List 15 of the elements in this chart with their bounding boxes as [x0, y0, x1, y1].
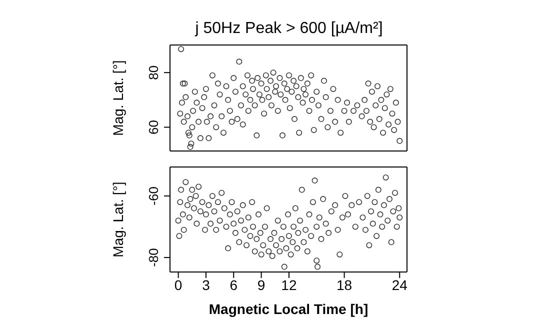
x-tick-label: 9 — [257, 276, 266, 293]
y-tick-label: 80 — [146, 65, 161, 80]
x-tick-label: 18 — [336, 276, 352, 293]
x-tick-label: 6 — [230, 276, 238, 293]
x-tick-label: 0 — [174, 276, 182, 293]
y-axis-title: Mag. Lat. [°] — [110, 60, 126, 136]
y-tick-label: -80 — [146, 248, 161, 267]
x-axis-title: Magnetic Local Time [h] — [208, 301, 368, 317]
y-tick-label: 60 — [146, 120, 161, 134]
y-tick-label: -60 — [146, 186, 161, 206]
chart-title: j 50Hz Peak > 600 [µA/m²] — [194, 20, 384, 38]
y-axis-title: Mag. Lat. [°] — [110, 182, 126, 258]
x-tick-label: 3 — [202, 276, 210, 293]
x-tick-label: 24 — [392, 276, 408, 293]
x-tick-label: 12 — [281, 276, 297, 293]
